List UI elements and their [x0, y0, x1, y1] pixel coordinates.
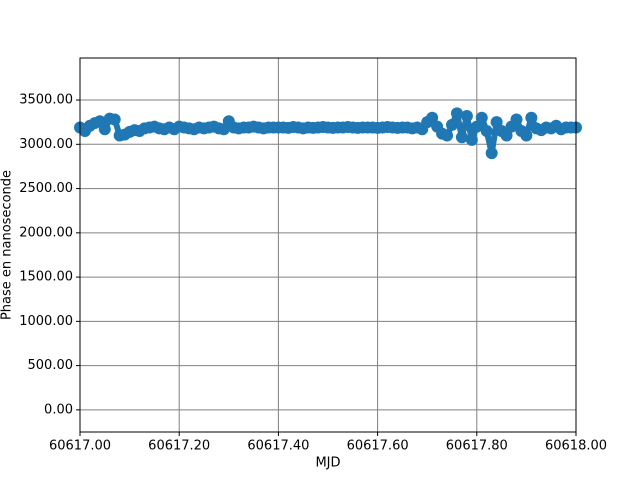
x-axis-label: MJD — [315, 456, 340, 471]
x-tick-label: 60617.80 — [446, 439, 508, 454]
y-tick-label: 2000.00 — [19, 225, 73, 240]
data-point — [500, 129, 513, 142]
data-point — [98, 123, 111, 136]
y-tick-label: 1000.00 — [19, 314, 73, 329]
data-point — [450, 107, 463, 120]
plot-frame — [79, 57, 577, 433]
y-tick-label: 500.00 — [28, 358, 74, 373]
data-point — [465, 133, 478, 146]
x-tick-label: 60617.00 — [49, 439, 111, 454]
x-tick-label: 60617.40 — [247, 439, 309, 454]
y-tick-label: 2500.00 — [19, 181, 73, 196]
data-point — [455, 131, 468, 144]
data-point — [525, 111, 538, 124]
y-axis-label: Phase en nanoseconde — [0, 170, 15, 320]
data-point — [510, 113, 523, 126]
data-point — [446, 118, 458, 131]
data-point — [426, 111, 439, 124]
data-point — [485, 147, 498, 160]
data-point — [108, 113, 121, 126]
data-point — [470, 120, 483, 133]
x-tick-label: 60617.20 — [148, 439, 210, 454]
x-tick-label: 60617.60 — [347, 439, 409, 454]
y-tick-label: 0.00 — [44, 402, 73, 417]
y-tick-label: 3500.00 — [19, 93, 73, 108]
data-point — [520, 129, 533, 142]
y-tick-label: 1500.00 — [19, 270, 73, 285]
data-point — [480, 125, 493, 138]
data-point — [475, 111, 488, 124]
data-point — [441, 129, 454, 142]
y-tick-label: 3000.00 — [19, 137, 73, 152]
x-tick-label: 60618.00 — [545, 439, 607, 454]
data-point — [460, 109, 473, 122]
data-point — [490, 116, 503, 129]
